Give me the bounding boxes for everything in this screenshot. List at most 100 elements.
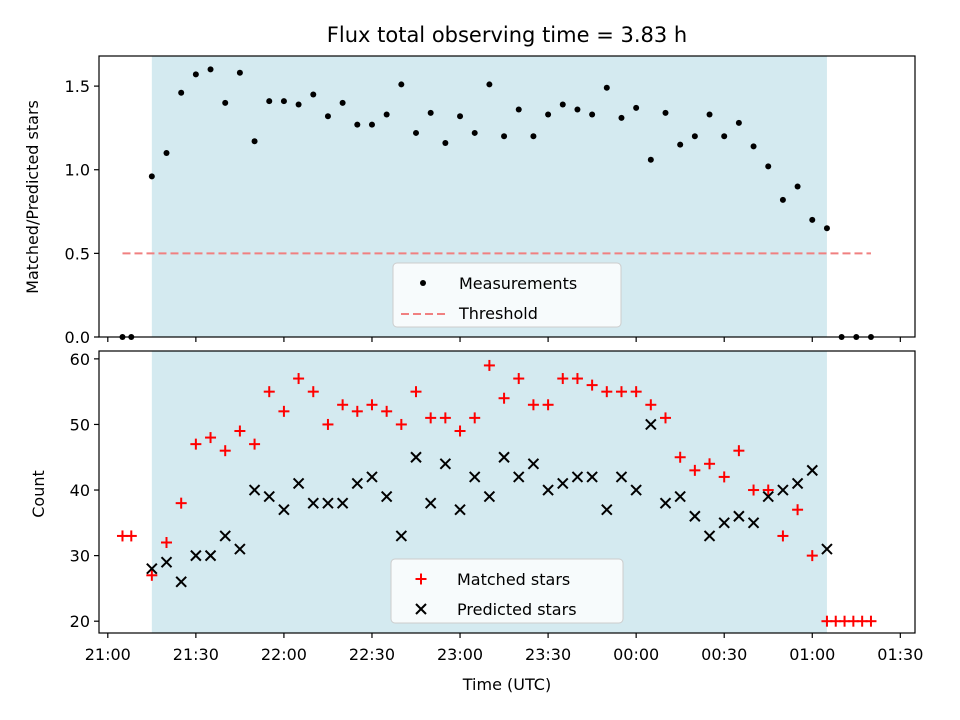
axes-frame <box>98 350 916 634</box>
matched-stars-point <box>190 438 202 450</box>
matched-stars-point <box>630 386 642 398</box>
measurement-point <box>677 141 684 148</box>
measurement-point <box>354 121 361 128</box>
matched-stars-point <box>146 569 158 581</box>
legend-marker-matched <box>415 573 427 585</box>
predicted-stars-point <box>747 517 760 529</box>
measurement-point <box>735 119 742 126</box>
predicted-stars-point <box>454 503 466 516</box>
predicted-stars-point <box>190 549 202 562</box>
axes-frame <box>98 55 916 338</box>
matched-stars-point <box>704 458 716 470</box>
measurement-point <box>163 150 170 157</box>
matched-stars-point <box>674 451 686 463</box>
top-panel-ratio: 0.0 0.5 1.0 1.5 Measurements Threshold <box>65 55 916 347</box>
bottom-panel-counts: 20 30 40 50 60 21:00 21:30 22:00 22:30 23:00 23:30… <box>70 350 924 664</box>
matched-stars-point <box>249 438 261 450</box>
matched-stars-point <box>792 504 804 516</box>
predicted-stars-point <box>513 471 525 483</box>
legend: Matched stars Predicted stars <box>390 558 624 624</box>
predicted-stars-point <box>234 543 246 555</box>
matched-stars-point <box>660 412 672 424</box>
x-tick-label: 21:30 <box>173 645 219 664</box>
measurement-point <box>515 106 522 113</box>
matched-stars-point <box>557 373 569 385</box>
matched-stars-point <box>865 615 877 627</box>
measurement-point <box>750 143 757 150</box>
measurement-point <box>501 133 508 140</box>
predicted-stars-point <box>366 471 378 483</box>
measurement-point <box>779 196 786 203</box>
matched-stars-point <box>454 425 466 437</box>
matched-stars-point <box>601 386 613 398</box>
predicted-stars-point <box>689 510 701 522</box>
matched-stars-point <box>748 484 760 496</box>
top-y-axis-label: Matched/Predicted stars <box>23 100 42 294</box>
predicted-stars-point <box>204 549 217 562</box>
predicted-stars-point <box>645 418 657 431</box>
matched-stars-point <box>263 386 275 398</box>
y-tick-label: 0.5 <box>65 244 90 263</box>
matched-stars-point <box>586 379 598 391</box>
matched-stars-point <box>351 405 363 417</box>
measurement-point <box>207 66 214 73</box>
y-tick-label: 60 <box>70 350 90 369</box>
predicted-stars-point <box>659 497 672 509</box>
legend-label: Matched stars <box>457 570 570 589</box>
measurement-point <box>809 216 816 223</box>
matched-stars-point <box>125 530 137 542</box>
predicted-stars-point <box>410 451 422 463</box>
matched-stars-point <box>278 405 290 417</box>
predicted-stars-point <box>733 510 745 522</box>
predicted-stars-point <box>292 477 305 490</box>
predicted-stars-point <box>615 471 628 483</box>
measurement-point <box>266 98 273 105</box>
measurement-point <box>222 99 229 106</box>
matched-stars-point <box>498 392 510 404</box>
predicted-stars-point <box>263 490 275 503</box>
measurement-point <box>721 133 728 140</box>
measurement-point <box>545 111 552 118</box>
predicted-stars-point <box>571 471 584 483</box>
measurement-point <box>148 173 155 180</box>
matched-stars-point <box>762 484 774 496</box>
matched-stars-point <box>410 386 422 398</box>
matched-stars-point <box>205 432 217 444</box>
predicted-stars-point <box>278 503 290 516</box>
measurement-point <box>251 138 258 145</box>
matched-stars-point <box>527 399 539 411</box>
matched-stars-point <box>542 399 554 411</box>
matched-stars-point <box>366 399 378 411</box>
matched-stars-point <box>161 536 173 548</box>
predicted-stars-point <box>483 490 496 503</box>
predicted-stars-point <box>821 543 833 555</box>
measurement-point <box>427 109 434 116</box>
x-tick-label: 23:00 <box>437 645 483 664</box>
predicted-stars-point <box>557 477 569 490</box>
legend-marker-measurements <box>420 280 426 286</box>
matched-stars-point <box>469 412 481 424</box>
matched-stars-point <box>307 386 319 398</box>
x-tick-label: 00:00 <box>613 645 659 664</box>
predicted-stars-point <box>542 484 554 496</box>
bottom-y-axis-label: Count <box>29 470 48 518</box>
predicted-stars-point <box>586 471 598 483</box>
measurement-point <box>691 133 698 140</box>
legend-label: Measurements <box>459 274 577 293</box>
y-tick-label: 50 <box>70 415 90 434</box>
matched-stars-point <box>395 418 407 430</box>
matched-stars-point <box>689 464 701 476</box>
y-tick-label: 30 <box>70 547 90 566</box>
measurement-point <box>324 113 331 120</box>
measurement-point <box>603 84 610 91</box>
matched-stars-point <box>513 373 525 385</box>
measurement-point <box>574 106 581 113</box>
legend-box <box>390 558 624 624</box>
predicted-stars-point <box>469 471 481 483</box>
measurement-point <box>339 99 346 106</box>
measurement-point <box>295 101 302 108</box>
measurement-point <box>192 71 199 78</box>
matched-stars-point <box>322 418 334 430</box>
predicted-stars-point <box>395 530 408 542</box>
